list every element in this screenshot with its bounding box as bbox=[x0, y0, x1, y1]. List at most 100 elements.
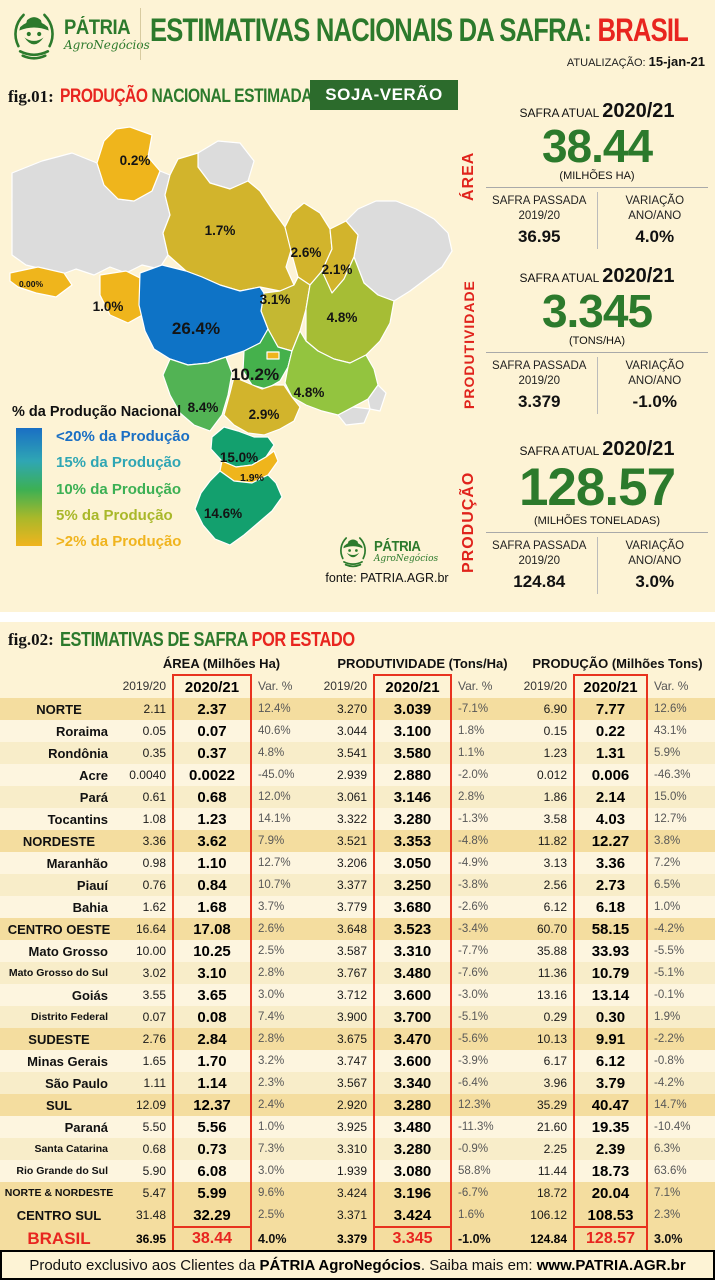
table-row: SUDESTE 2.76 2.84 2.8% 3.675 3.470 -5.6% 10.13 9… bbox=[0, 1028, 715, 1050]
row-value: 9.6% bbox=[258, 1187, 285, 1199]
row-value: 2.39 bbox=[573, 1138, 648, 1160]
row-value: -46.3% bbox=[654, 769, 691, 781]
table-row: Santa Catarina 0.68 0.73 7.3% 3.310 3.280 -0.9… bbox=[0, 1138, 715, 1160]
row-value: 7.2% bbox=[654, 857, 681, 869]
fig01-label: fig.01: bbox=[8, 87, 54, 106]
footer-url-link[interactable]: www.PATRIA.AGR.br bbox=[536, 1256, 686, 1274]
row-value: 3.280 bbox=[373, 1094, 452, 1116]
row-value: -0.8% bbox=[654, 1055, 685, 1067]
table-row: Pará 0.61 0.68 12.0% 3.061 3.146 2.8% 1.86 2.14 1… bbox=[0, 786, 715, 808]
row-value: 1.8% bbox=[458, 725, 485, 737]
table-row: Acre 0.0040 0.0022 -45.0% 2.939 2.880 -2.0% 0.0… bbox=[0, 764, 715, 786]
row-value: -3.9% bbox=[458, 1055, 489, 1067]
table-row: Rondônia 0.35 0.37 4.8% 3.541 3.580 1.1% 1.23 1.… bbox=[0, 742, 715, 764]
stat-producao-unit: (MILHÕES TONELADAS) bbox=[533, 515, 661, 528]
row-value: 0.0040 bbox=[129, 768, 166, 782]
row-name: CENTRO OESTE bbox=[7, 921, 111, 937]
stat-produtividade-value: 3.345 bbox=[541, 285, 653, 337]
past-season-value: 124.84 bbox=[513, 571, 566, 591]
row-name: NORDESTE bbox=[22, 833, 96, 849]
row-value: -2.2% bbox=[654, 1033, 685, 1045]
row-value: 3.767 bbox=[336, 966, 367, 980]
row-value: 12.6% bbox=[654, 703, 687, 715]
row-value: 0.84 bbox=[172, 874, 252, 896]
row-value: 3.061 bbox=[336, 790, 367, 804]
row-value: 1.10 bbox=[172, 852, 252, 874]
row-value: 3.310 bbox=[336, 1142, 367, 1156]
footer-brand: PÁTRIA AgroNegócios bbox=[259, 1256, 421, 1274]
row-value: -7.1% bbox=[458, 703, 489, 715]
row-value: 5.9% bbox=[654, 747, 681, 759]
row-name: Mato Grosso bbox=[28, 943, 108, 959]
row-value: -2.6% bbox=[458, 901, 489, 913]
legend-item: 10% da Produção bbox=[56, 480, 182, 498]
map-label-santa-catarina: 1.9% bbox=[240, 472, 265, 484]
col-var: Var. % bbox=[258, 679, 293, 693]
row-value: 3.470 bbox=[373, 1028, 452, 1050]
row-value: 3.712 bbox=[336, 988, 367, 1002]
row-value: -4.2% bbox=[654, 1077, 685, 1089]
row-value: -3.8% bbox=[458, 879, 489, 891]
past-season-col: SAFRA PASSADA 2019/20 36.95 bbox=[482, 191, 598, 249]
row-value: 35.88 bbox=[536, 944, 567, 958]
table-row: Minas Gerais 1.65 1.70 3.2% 3.747 3.600 -3.9% 6… bbox=[0, 1050, 715, 1072]
yoy-col: VARIAÇÃO ANO/ANO -1.0% bbox=[598, 357, 713, 414]
row-value: 58.15 bbox=[573, 918, 648, 940]
col-2020-21: 2020/21 bbox=[573, 674, 648, 698]
row-value: 12.3% bbox=[458, 1099, 491, 1111]
map-label-goias: 10.2% bbox=[231, 365, 279, 384]
row-value: 1.11 bbox=[143, 1076, 166, 1090]
table-row: Maranhão 0.98 1.10 12.7% 3.206 3.050 -4.9% 3.13… bbox=[0, 852, 715, 874]
row-value: 2.3% bbox=[654, 1209, 681, 1221]
update-date: ATUALIZAÇÃO: 15-jan-21 bbox=[566, 54, 705, 69]
row-value: 13.14 bbox=[573, 984, 648, 1006]
row-value: -6.4% bbox=[458, 1077, 489, 1089]
row-value: 1.70 bbox=[172, 1050, 252, 1072]
row-value: 0.29 bbox=[543, 1010, 567, 1024]
row-value: 3.600 bbox=[373, 1050, 452, 1072]
stat-season: SAFRA ATUAL 2020/21 bbox=[519, 265, 675, 287]
row-value: 10.79 bbox=[573, 962, 648, 984]
row-value: 2.8% bbox=[258, 1033, 285, 1045]
row-value: 1.0% bbox=[654, 901, 681, 913]
row-value: 12.09 bbox=[135, 1098, 166, 1112]
fig01-title-green: NACIONAL ESTIMADA bbox=[151, 86, 312, 107]
row-value: 3.55 bbox=[142, 988, 166, 1002]
row-value: 3.10 bbox=[172, 962, 252, 984]
row-value: 4.8% bbox=[258, 747, 285, 759]
row-value: 0.0022 bbox=[172, 764, 252, 786]
state-mato-grosso-do-sul bbox=[162, 356, 233, 432]
row-value: 3.377 bbox=[336, 878, 367, 892]
row-name: Distrito Federal bbox=[30, 1011, 108, 1023]
stat-area-value: 38.44 bbox=[541, 120, 653, 172]
brazil-choropleth-map: 0.2% 1.7% 2.6% 2.1% 3.1% 0.00% 1.0% 26.4… bbox=[9, 126, 453, 546]
table-row: Piauí 0.76 0.84 10.7% 3.377 3.250 -3.8% 2.56 2.7… bbox=[0, 874, 715, 896]
legend-title: % da Produção Nacional bbox=[12, 404, 182, 420]
row-value: 11.44 bbox=[537, 1164, 567, 1178]
row-value: 2.73 bbox=[573, 874, 648, 896]
table-row: Goiás 3.55 3.65 3.0% 3.712 3.600 -3.0% 13.16 13.… bbox=[0, 984, 715, 1006]
row-value: 60.70 bbox=[536, 922, 567, 936]
row-name: Rio Grande do Sul bbox=[16, 1165, 108, 1177]
row-value: 6.12 bbox=[543, 900, 567, 914]
row-value: 33.93 bbox=[573, 940, 648, 962]
row-value: 35.29 bbox=[536, 1098, 567, 1112]
row-value: 5.56 bbox=[172, 1116, 252, 1138]
stat-produtividade-unit: (TONS/HA) bbox=[568, 334, 626, 347]
col-2019-20: 2019/20 bbox=[323, 679, 367, 693]
row-value: 0.08 bbox=[172, 1006, 252, 1028]
row-value: 3.322 bbox=[336, 812, 367, 826]
row-value: 128.57 bbox=[573, 1226, 648, 1252]
row-value: 3.050 bbox=[373, 852, 452, 874]
row-value: 3.36 bbox=[573, 852, 648, 874]
row-value: 0.98 bbox=[142, 856, 166, 870]
row-value: 12.37 bbox=[172, 1094, 252, 1116]
row-name: SUDESTE bbox=[28, 1031, 90, 1047]
row-value: -0.1% bbox=[654, 989, 685, 1001]
row-value: 5.99 bbox=[172, 1182, 252, 1204]
row-value: -5.6% bbox=[458, 1033, 489, 1045]
table-group-header: ÁREA (Milhões Ha) PRODUTIVIDADE (Tons/Ha… bbox=[0, 656, 715, 674]
map-label-mato-grosso: 26.4% bbox=[172, 319, 220, 338]
row-value: -4.2% bbox=[654, 923, 685, 935]
